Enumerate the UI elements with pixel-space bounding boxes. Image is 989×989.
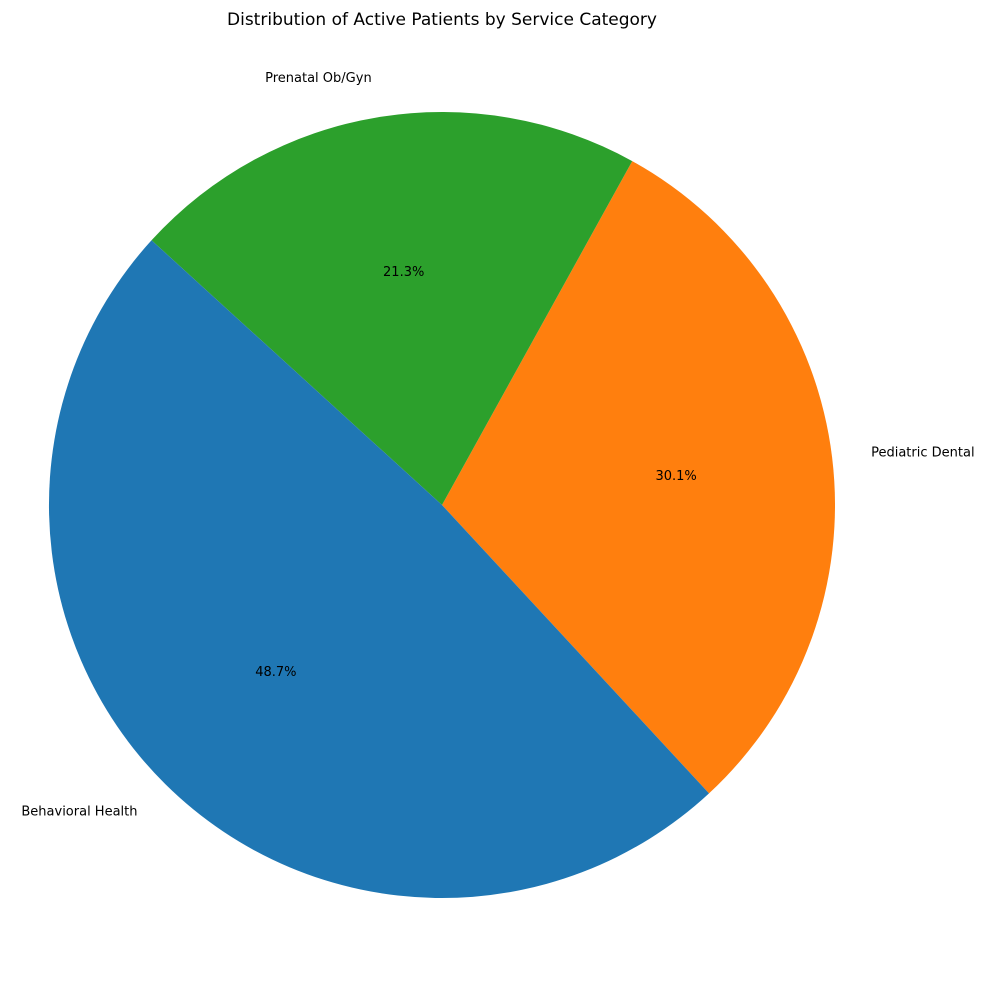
pie-labels: Pediatric Dental 30.1% Prenatal Ob/Gyn 21.3… (21, 71, 974, 820)
pie-percent-behavioral-health: 48.7% (255, 665, 296, 680)
chart-title: Distribution of Active Patients by Servi… (227, 10, 657, 30)
pie-slices (48, 111, 836, 899)
pie-label-prenatal-ob-gyn: Prenatal Ob/Gyn (265, 71, 372, 86)
pie-slice-prenatal-ob-gyn (151, 111, 633, 505)
pie-slice-pediatric-dental (442, 161, 836, 794)
pie-label-pediatric-dental: Pediatric Dental (871, 445, 974, 460)
pie-label-behavioral-health: Behavioral Health (21, 804, 137, 819)
pie-percent-pediatric-dental: 30.1% (655, 469, 696, 484)
pie-percent-prenatal-ob-gyn: 21.3% (383, 265, 424, 280)
pie-slice-behavioral-health (48, 240, 710, 899)
